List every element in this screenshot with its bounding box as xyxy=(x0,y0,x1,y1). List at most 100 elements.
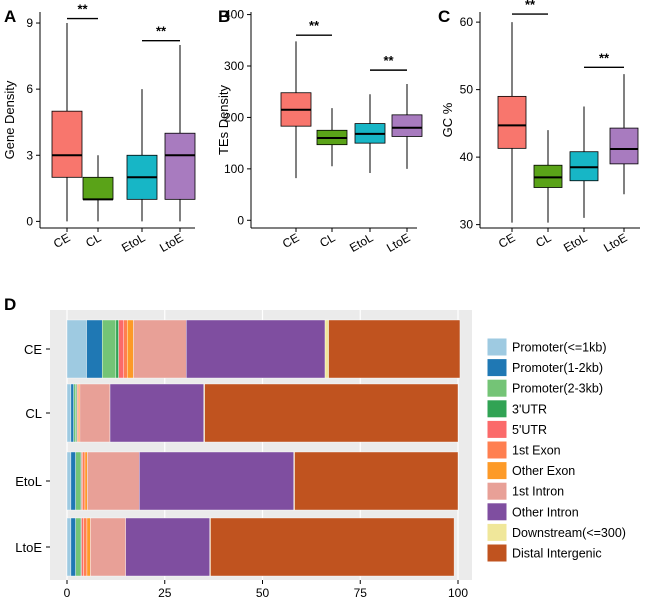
bar-segment xyxy=(66,517,72,577)
panel-a-y-tick-label: 6 xyxy=(26,82,33,96)
panel-b-y-tick-label: 400 xyxy=(224,8,244,22)
panel-c-box-cl xyxy=(533,130,563,223)
panel-c-box-etol xyxy=(569,106,599,218)
panel-b-x-tick-label: EtoL xyxy=(347,230,376,255)
panel-c-box-ce xyxy=(497,22,527,223)
panel-a-y-tick-label: 3 xyxy=(26,148,33,162)
panel-c-ylabel: GC % xyxy=(440,102,455,137)
panel-b-x-tick-label: LtoE xyxy=(384,230,412,254)
panel-c-x-tick-label: EtoL xyxy=(561,230,590,255)
legend-label: Promoter(1-2kb) xyxy=(512,361,603,375)
bar-segment xyxy=(118,319,124,379)
panel-d-bar-etol xyxy=(66,451,459,511)
bar-segment xyxy=(109,383,205,443)
bar-segment xyxy=(139,451,294,511)
panel-c-x-tick-label: CL xyxy=(533,230,554,250)
panel-d-y-tick-label: CE xyxy=(24,342,42,357)
box-iqr xyxy=(82,176,114,200)
bar-segment xyxy=(86,517,91,577)
panel-c-sig-label: ** xyxy=(599,50,610,65)
legend-swatch xyxy=(486,522,508,542)
bar-segment xyxy=(294,451,459,511)
panel-c-x-tick-label: LtoE xyxy=(601,230,629,254)
panel-a-sig-label: ** xyxy=(77,2,88,17)
panel-d-letter: D xyxy=(4,295,16,314)
panel-a-y-tick-label: 0 xyxy=(26,214,33,228)
panel-b-y-tick-label: 300 xyxy=(224,59,244,73)
panel-b-ylabel: TEs Density xyxy=(216,84,231,155)
bar-segment xyxy=(66,451,72,511)
bar-segment xyxy=(210,517,455,577)
panel-c-box-ltoe xyxy=(609,74,639,195)
bar-segment xyxy=(125,517,210,577)
panel-d-bar-cl xyxy=(66,383,459,443)
panel-b-y-tick-label: 100 xyxy=(224,162,244,176)
panel-b-box-ce xyxy=(280,41,312,179)
panel-b-letter: B xyxy=(218,7,230,26)
legend-swatch xyxy=(486,502,508,522)
bar-segment xyxy=(75,451,81,511)
panel-d-x-tick-label: 25 xyxy=(158,586,172,600)
panel-c-y-tick-label: 60 xyxy=(460,15,474,29)
legend-label: Promoter(<=1kb) xyxy=(512,341,606,355)
bar-segment xyxy=(87,451,140,511)
bar-segment xyxy=(90,517,126,577)
panel-a-x-tick-label: CL xyxy=(83,230,104,250)
bar-segment xyxy=(115,319,119,379)
panel-a-letter: A xyxy=(4,7,16,26)
panel-d-legend: Promoter(<=1kb) Promoter(1-2kb) Promoter(2… xyxy=(486,337,626,563)
box-iqr xyxy=(609,127,639,165)
legend-label: Promoter(2-3kb) xyxy=(512,382,603,396)
legend-label: 3'UTR xyxy=(512,402,547,416)
bar-segment xyxy=(66,319,87,379)
bar-segment xyxy=(70,517,76,577)
panel-b-sig-label: ** xyxy=(383,53,394,68)
panel-b-y-tick-label: 200 xyxy=(224,110,244,124)
panel-c-sig-label: ** xyxy=(525,0,536,12)
panel-a-x-tick-label: LtoE xyxy=(157,230,185,254)
bar-segment xyxy=(86,319,103,379)
legend-swatch xyxy=(486,440,508,460)
bar-segment xyxy=(133,319,187,379)
panel-b-x-tick-label: CL xyxy=(317,230,338,250)
panel-d-y-tick-label: EtoL xyxy=(15,474,42,489)
legend-label: Distal Intergenic xyxy=(512,547,602,561)
legend-swatch xyxy=(486,378,508,398)
bar-segment xyxy=(73,383,76,443)
panel-d-y-tick-label: CL xyxy=(25,406,42,421)
bar-segment xyxy=(123,319,128,379)
panel-a-sig-label: ** xyxy=(156,24,167,39)
bar-segment xyxy=(84,451,88,511)
legend-label: Other Intron xyxy=(512,505,579,519)
box-iqr xyxy=(391,114,423,137)
panel-b-box-etol xyxy=(354,94,386,173)
panel-b-sig-label: ** xyxy=(309,18,320,33)
panel-a: A 0 3 6 9 Gene Density CE CL EtoL LtoE ** ** xyxy=(2,2,196,255)
bar-segment xyxy=(101,319,117,379)
bar-segment xyxy=(79,383,111,443)
panel-a-x-tick-label: CE xyxy=(51,230,72,250)
panel-d-x-tick-label: 100 xyxy=(448,586,468,600)
legend-swatch xyxy=(486,337,508,357)
legend-label: 5'UTR xyxy=(512,423,547,437)
panel-a-box-etol xyxy=(126,89,158,222)
box-iqr xyxy=(497,95,527,149)
legend-swatch xyxy=(486,358,508,378)
bar-segment xyxy=(324,319,329,379)
panel-d-y-tick-label: LtoE xyxy=(15,540,42,555)
panel-b-y-tick-label: 0 xyxy=(237,213,244,227)
panel-a-box-ce xyxy=(51,23,83,222)
bar-segment xyxy=(127,319,134,379)
panel-a-ylabel: Gene Density xyxy=(2,80,17,159)
bar-segment xyxy=(82,451,86,511)
panel-b-box-ltoe xyxy=(391,84,423,169)
bar-segment xyxy=(83,517,88,577)
legend-label: 1st Exon xyxy=(512,444,561,458)
legend-label: Other Exon xyxy=(512,464,575,478)
panel-a-x-tick-label: EtoL xyxy=(119,230,148,255)
panel-c: C 30 40 50 60 GC % CE CL EtoL LtoE ** ** xyxy=(438,0,640,255)
bar-segment xyxy=(81,517,84,577)
legend-swatch xyxy=(486,461,508,481)
